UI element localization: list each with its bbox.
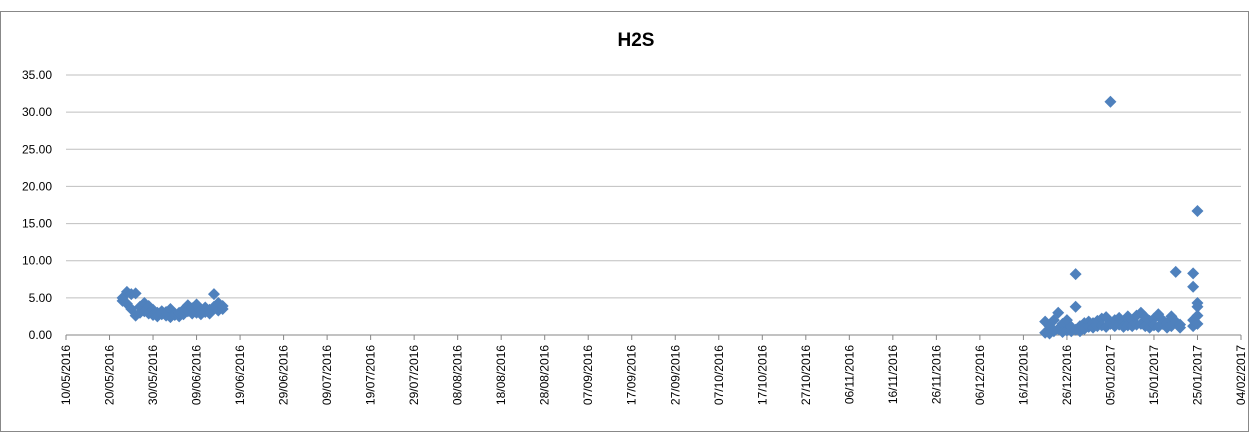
x-tick-label: 25/01/2017 [1190, 345, 1204, 405]
x-tick-label: 17/09/2016 [625, 345, 639, 405]
data-point [1191, 204, 1204, 217]
data-point [1191, 317, 1204, 330]
y-tick-label: 0.00 [29, 328, 53, 342]
x-tick-label: 19/07/2016 [364, 345, 378, 405]
x-tick-label: 28/08/2016 [538, 345, 552, 405]
x-tick-label: 06/11/2016 [842, 345, 856, 404]
y-tick-label: 35.00 [22, 68, 52, 82]
x-tick-label: 17/10/2016 [755, 345, 769, 405]
data-point [116, 291, 129, 304]
data-point [207, 288, 220, 301]
y-tick-label: 5.00 [29, 291, 53, 305]
data-point [1169, 265, 1182, 278]
x-tick-label: 27/10/2016 [799, 345, 813, 405]
y-tick-label: 10.00 [22, 254, 52, 268]
data-point [1187, 280, 1200, 293]
y-tick-label: 20.00 [22, 179, 52, 193]
x-tick-label: 09/06/2016 [190, 345, 204, 405]
x-tick-label: 26/12/2016 [1060, 345, 1074, 405]
x-tick-label: 18/08/2016 [494, 345, 508, 405]
y-tick-label: 25.00 [22, 142, 52, 156]
x-tick-label: 07/09/2016 [581, 345, 595, 405]
data-point [1104, 95, 1117, 108]
x-tick-label: 16/11/2016 [886, 345, 900, 404]
chart-frame [0, 11, 1249, 432]
x-tick-label: 05/01/2017 [1103, 345, 1117, 405]
y-tick-label: 15.00 [22, 217, 52, 231]
x-tick-label: 09/07/2016 [320, 345, 334, 405]
data-point [1052, 306, 1065, 319]
data-point [1191, 309, 1204, 322]
data-point [1069, 300, 1082, 313]
x-tick-label: 20/05/2016 [103, 345, 117, 405]
x-tick-label: 04/02/2017 [1234, 345, 1248, 405]
data-point [129, 287, 142, 300]
x-tick-label: 19/06/2016 [233, 345, 247, 405]
x-tick-label: 07/10/2016 [712, 345, 726, 405]
x-tick-label: 30/05/2016 [146, 345, 160, 405]
y-tick-label: 30.00 [22, 105, 52, 119]
data-point [1191, 300, 1204, 313]
x-tick-label: 27/09/2016 [668, 345, 682, 405]
chart-title: H2S [618, 30, 655, 51]
x-tick-label: 16/12/2016 [1016, 345, 1030, 405]
data-point [1174, 321, 1187, 334]
x-tick-label: 10/05/2016 [59, 345, 73, 405]
x-tick-label: 29/07/2016 [407, 345, 421, 405]
data-point [1069, 268, 1082, 281]
x-tick-label: 08/08/2016 [451, 345, 465, 405]
data-point [216, 300, 229, 313]
x-tick-label: 15/01/2017 [1147, 345, 1161, 405]
x-tick-label: 06/12/2016 [973, 345, 987, 405]
data-point [1187, 267, 1200, 280]
x-tick-label: 26/11/2016 [929, 345, 943, 404]
x-tick-label: 29/06/2016 [277, 345, 291, 405]
